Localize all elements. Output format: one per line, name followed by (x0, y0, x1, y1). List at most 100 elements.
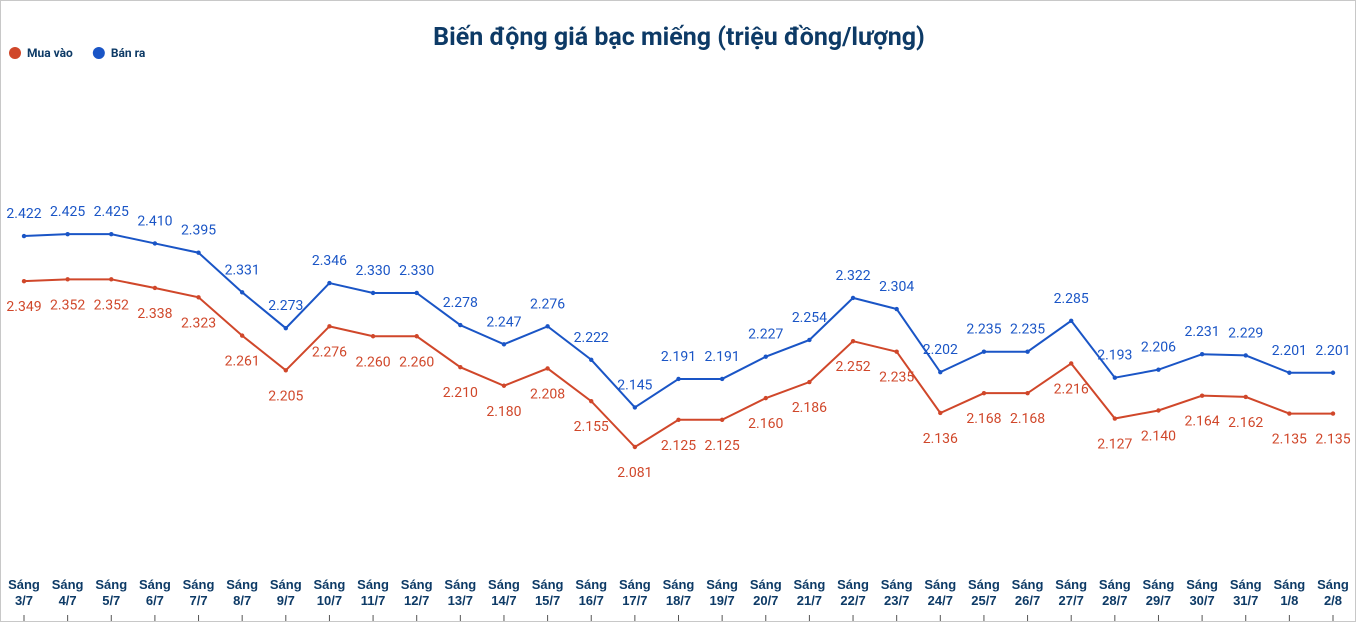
data-point (589, 399, 594, 404)
data-label: 2.125 (661, 438, 696, 454)
x-tick-label: Sáng 7/7 (182, 577, 215, 608)
data-point (152, 285, 158, 291)
data-point (1330, 370, 1336, 375)
data-label: 2.395 (181, 223, 216, 239)
x-tick-label: Sáng 22/7 (837, 577, 869, 608)
data-label: 2.164 (1185, 414, 1220, 430)
data-point (850, 339, 856, 344)
data-label: 2.247 (486, 314, 521, 330)
data-point (414, 290, 419, 296)
x-tick-label: Sáng 10/7 (313, 577, 346, 608)
x-tick-label: Sáng 28/7 (1098, 577, 1131, 608)
data-label: 2.201 (1315, 343, 1350, 359)
x-tick-label: Sáng 1/8 (1273, 577, 1306, 608)
data-point (1025, 390, 1030, 396)
data-label: 2.145 (617, 377, 652, 393)
data-point (501, 342, 507, 347)
data-point (632, 444, 638, 450)
x-tick-label: Sáng 15/7 (531, 577, 564, 608)
data-point (589, 357, 594, 362)
chart-title: Biến động giá bạc miếng (triệu đồng/lượn… (433, 23, 925, 52)
data-label: 2.285 (1054, 291, 1089, 307)
data-label: 2.180 (486, 404, 521, 420)
data-label: 2.191 (705, 349, 740, 365)
data-label: 2.260 (355, 354, 390, 370)
data-point (370, 334, 376, 339)
x-tick-label: Sáng 21/7 (793, 577, 826, 608)
x-tick-label: Sáng 27/7 (1055, 577, 1088, 608)
data-label: 2.278 (443, 295, 478, 311)
data-label: 2.216 (1054, 381, 1089, 397)
data-point (938, 410, 943, 416)
data-point (1112, 416, 1118, 421)
data-label: 2.330 (355, 263, 390, 279)
data-point (1330, 411, 1336, 416)
data-label: 2.330 (399, 263, 434, 279)
x-tick-label: Sáng 6/7 (138, 577, 171, 608)
data-point (21, 278, 27, 284)
x-tick-label: Sáng 31/7 (1229, 577, 1262, 608)
data-label: 2.410 (137, 213, 172, 229)
data-point (719, 376, 725, 382)
data-label: 2.276 (312, 344, 347, 360)
data-point (632, 405, 638, 410)
legend-label: Mua vào (27, 46, 73, 60)
data-label: 2.208 (530, 386, 565, 402)
x-tick-label: Sáng 3/7 (8, 577, 40, 608)
data-point (1287, 370, 1292, 375)
x-tick-label: Sáng 9/7 (269, 577, 302, 608)
data-label: 2.304 (879, 279, 914, 295)
data-label: 2.081 (617, 465, 652, 481)
data-point (545, 366, 550, 371)
data-point (763, 395, 768, 401)
data-label: 2.202 (923, 342, 958, 358)
data-label: 2.252 (835, 359, 870, 375)
data-label: 2.422 (6, 206, 41, 222)
data-label: 2.210 (443, 385, 478, 401)
data-label: 2.235 (966, 322, 1001, 338)
x-tick-label: Sáng 29/7 (1142, 577, 1175, 608)
x-tick-label: Sáng 14/7 (488, 577, 520, 608)
data-point (1243, 394, 1248, 400)
data-point (152, 241, 158, 246)
data-point (676, 376, 681, 382)
x-tick-label: Sáng 13/7 (444, 577, 477, 608)
data-label: 2.346 (312, 253, 347, 269)
x-tick-label: Sáng 4/7 (51, 577, 84, 608)
data-label: 2.168 (966, 411, 1001, 427)
data-point (763, 354, 768, 359)
data-point (1287, 411, 1292, 416)
data-point (414, 334, 419, 339)
data-point (1243, 353, 1248, 358)
data-point (1069, 318, 1074, 323)
data-point (196, 250, 201, 255)
data-label: 2.229 (1228, 325, 1263, 341)
data-label: 2.261 (225, 354, 260, 370)
x-tick-label: Sáng 2/8 (1317, 577, 1349, 608)
x-tick-label: Sáng 19/7 (706, 577, 739, 608)
data-point (109, 277, 114, 282)
data-label: 2.186 (792, 400, 827, 416)
data-label: 2.235 (879, 370, 914, 386)
data-label: 2.338 (137, 306, 172, 322)
x-tick-label: Sáng 20/7 (749, 577, 782, 608)
data-point (458, 322, 463, 328)
data-label: 2.235 (1010, 322, 1045, 338)
data-label: 2.231 (1185, 324, 1220, 340)
data-label: 2.193 (1097, 348, 1132, 364)
data-point (109, 231, 114, 237)
data-label: 2.160 (748, 416, 783, 432)
data-point (938, 369, 943, 375)
data-label: 2.349 (6, 299, 41, 315)
data-label: 2.425 (50, 204, 85, 220)
x-tick-label: Sáng 5/7 (95, 577, 128, 608)
x-tick-label: Sáng 18/7 (662, 577, 695, 608)
data-point (894, 306, 899, 312)
data-label: 2.352 (50, 297, 85, 313)
data-point (545, 324, 550, 329)
data-point (807, 379, 812, 385)
x-tick-label: Sáng 30/7 (1186, 577, 1218, 608)
data-label: 2.135 (1315, 432, 1350, 448)
